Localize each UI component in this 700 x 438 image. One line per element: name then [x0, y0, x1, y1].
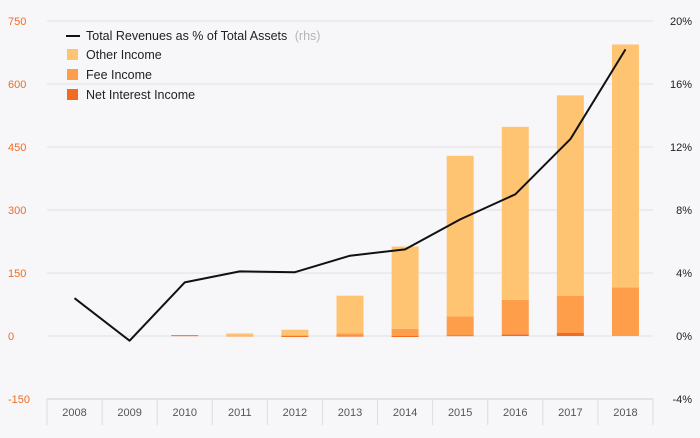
bar-fee-income-2012 [281, 335, 308, 336]
y-left-tick-label-4: 450 [8, 142, 26, 154]
legend: Total Revenues as % of Total Assets (rhs… [66, 29, 320, 102]
bar-fee-income-2016 [502, 300, 529, 334]
y-left-tick-label-1: 0 [8, 331, 14, 343]
x-tick-label-2014: 2014 [393, 407, 417, 419]
x-tick-label-2010: 2010 [172, 407, 196, 419]
bar-other-income-2018 [612, 45, 639, 288]
x-tick-label-2016: 2016 [503, 407, 527, 419]
legend-swatch-net-interest-income [67, 89, 78, 100]
bar-net-interest-income-2017 [557, 333, 584, 336]
bar-other-income-2011 [226, 333, 253, 335]
y-right-tick-label-5: 16% [670, 79, 692, 91]
bar-fee-income-2017 [557, 296, 584, 333]
bar-net-interest-income-2015 [447, 335, 474, 336]
y-right-tick-label-6: 20% [670, 16, 692, 28]
x-tick-label-2017: 2017 [558, 407, 582, 419]
bar-other-income-2015 [447, 156, 474, 316]
x-tick-label-2012: 2012 [283, 407, 307, 419]
legend-swatch-fee-income [67, 69, 78, 80]
y-right-tick-label-1: 0% [676, 331, 692, 343]
y-left-tick-label-3: 300 [8, 205, 26, 217]
y-left-tick-label-5: 600 [8, 79, 26, 91]
bar-fee-income-2015 [447, 316, 474, 335]
bar-net-interest-income-2013 [337, 336, 364, 337]
bar-fee-income-2011 [226, 336, 253, 337]
bar-fee-income-2014 [392, 329, 419, 336]
bar-net-interest-income-2010 [171, 335, 198, 336]
bars [171, 45, 639, 337]
bar-net-interest-income-2016 [502, 334, 529, 336]
y-right-tick-label-2: 4% [676, 268, 692, 280]
x-tick-label-2015: 2015 [448, 407, 472, 419]
y-right-tick-label-0: -4% [672, 394, 692, 406]
x-tick-label-2008: 2008 [62, 407, 86, 419]
bar-other-income-2014 [392, 247, 419, 329]
bar-net-interest-income-2014 [392, 336, 419, 337]
x-tick-label-2013: 2013 [338, 407, 362, 419]
legend-label-other-income: Other Income [86, 48, 162, 62]
bar-other-income-2012 [281, 330, 308, 335]
y-right-tick-label-3: 8% [676, 205, 692, 217]
legend-swatch-other-income [67, 49, 78, 60]
x-tick-label-2018: 2018 [613, 407, 637, 419]
x-tick-label-2009: 2009 [117, 407, 141, 419]
legend-line-label: Total Revenues as % of Total Assets (rhs… [86, 29, 320, 43]
legend-label-fee-income: Fee Income [86, 68, 152, 82]
bar-other-income-2013 [337, 296, 364, 334]
y-right-tick-label-4: 12% [670, 142, 692, 154]
bar-fee-income-2018 [612, 287, 639, 336]
bar-fee-income-2013 [337, 333, 364, 335]
y-left-tick-label-0: -150 [8, 394, 30, 406]
legend-label-net-interest-income: Net Interest Income [86, 88, 195, 102]
y-left-tick-label-2: 150 [8, 268, 26, 280]
y-left-tick-label-6: 750 [8, 16, 26, 28]
x-tick-label-2011: 2011 [228, 407, 252, 419]
bar-other-income-2016 [502, 127, 529, 300]
